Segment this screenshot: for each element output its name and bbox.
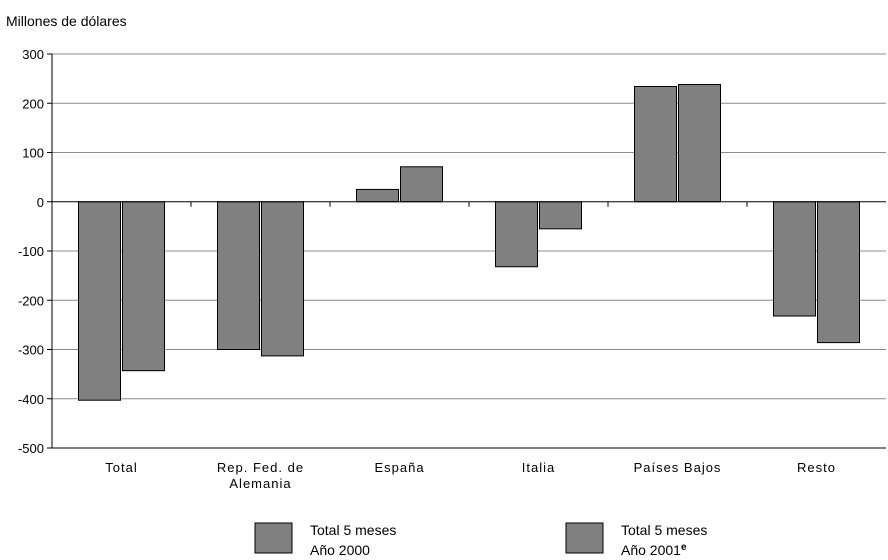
legend-label: Año 2000 xyxy=(310,542,370,558)
legend-label: Total 5 meses xyxy=(621,522,707,538)
legend-label: Año 2001e xyxy=(621,542,687,558)
y-tick-label: -500 xyxy=(18,441,44,456)
bar xyxy=(634,86,677,203)
y-axis-title: Millones de dólares xyxy=(6,13,127,29)
bar xyxy=(678,84,721,203)
y-tick-label: 300 xyxy=(22,47,44,62)
category-label: Rep. Fed. de xyxy=(217,460,304,475)
y-tick-labels: 300 200 100 0 -100 -200 -300 -400 -500 xyxy=(18,47,44,456)
legend-superscript: e xyxy=(681,542,687,553)
y-tick-label: 100 xyxy=(22,146,44,161)
y-tick-label: -300 xyxy=(18,343,44,358)
y-tick-label: 200 xyxy=(22,96,44,111)
y-tick-label: -100 xyxy=(18,244,44,259)
bar xyxy=(817,201,860,344)
y-tick-label: -200 xyxy=(18,293,44,308)
category-label: Resto xyxy=(797,460,836,475)
bar xyxy=(356,188,399,203)
bar xyxy=(539,201,582,230)
gridlines xyxy=(47,53,886,449)
y-tick-label: 0 xyxy=(37,195,44,210)
bar xyxy=(217,201,260,350)
y-tick-label: -400 xyxy=(18,392,44,407)
bar xyxy=(400,166,443,203)
legend-swatch xyxy=(565,522,604,554)
category-label: Alemania xyxy=(229,476,291,491)
bar xyxy=(261,201,304,357)
category-label: Países Bajos xyxy=(634,460,722,475)
bars xyxy=(78,84,860,401)
bar xyxy=(495,201,538,268)
category-label: España xyxy=(374,460,424,475)
bar xyxy=(78,201,121,401)
axes xyxy=(51,54,886,449)
category-label: Italia xyxy=(522,460,555,475)
legend-swatch xyxy=(254,522,293,554)
legend-label: Total 5 meses xyxy=(310,522,396,538)
category-label: Total xyxy=(105,460,137,475)
legend: Total 5 meses Año 2000 Total 5 meses Año 20… xyxy=(254,522,707,558)
bar xyxy=(122,201,165,372)
bar xyxy=(773,201,816,317)
